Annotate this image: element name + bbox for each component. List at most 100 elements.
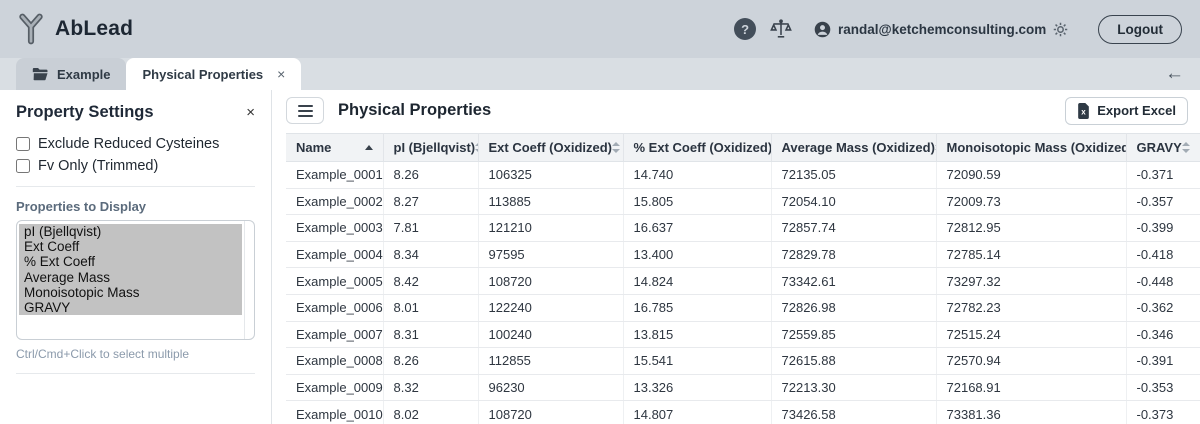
cell-ext-coeff: 108720 xyxy=(478,400,624,424)
tab-physical-properties[interactable]: Physical Properties × xyxy=(126,58,302,90)
cell-ext-coeff: 96230 xyxy=(478,374,624,402)
table-row[interactable]: Example_0004 8.34 97595 13.400 72829.78 … xyxy=(286,241,1200,269)
cell-ext-coeff: 112855 xyxy=(478,347,624,375)
cell-pi: 8.32 xyxy=(383,374,479,402)
cell-average-mass: 73426.58 xyxy=(771,400,937,424)
column-header-gravy[interactable]: GRAVY xyxy=(1126,133,1200,162)
cell-pct-ext-coeff: 15.541 xyxy=(623,347,772,375)
menu-button[interactable] xyxy=(286,97,324,124)
column-header-average-mass[interactable]: Average Mass (Oxidized) xyxy=(771,133,937,162)
panel-title: Property Settings xyxy=(16,103,154,121)
export-excel-button[interactable]: x Export Excel xyxy=(1065,96,1188,125)
cell-pct-ext-coeff: 16.785 xyxy=(623,294,772,322)
table-row[interactable]: Example_0002 8.27 113885 15.805 72054.10… xyxy=(286,188,1200,216)
table-row[interactable]: Example_0003 7.81 121210 16.637 72857.74… xyxy=(286,214,1200,242)
cell-gravy: -0.373 xyxy=(1126,400,1200,424)
property-option[interactable]: pI (Bjellqvist) xyxy=(19,224,242,240)
main-panel: Physical Properties x Export Excel Name xyxy=(272,90,1200,424)
cell-pi: 8.02 xyxy=(383,400,479,424)
tab-label: Example xyxy=(57,66,111,82)
sort-icon xyxy=(612,142,621,153)
property-option[interactable]: GRAVY xyxy=(19,300,242,316)
table-row[interactable]: Example_0001 8.26 106325 14.740 72135.05… xyxy=(286,161,1200,189)
cell-name: Example_0008 xyxy=(286,347,384,375)
table-row[interactable]: Example_0010 8.02 108720 14.807 73426.58… xyxy=(286,400,1200,424)
cell-pi: 8.34 xyxy=(383,241,479,269)
cell-average-mass: 72857.74 xyxy=(771,214,937,242)
cell-ext-coeff: 122240 xyxy=(478,294,624,322)
table-row[interactable]: Example_0005 8.42 108720 14.824 73342.61… xyxy=(286,267,1200,295)
table-header-row: Name pI (Bjellqvist) Ext Coeff (Oxidized… xyxy=(286,133,1200,162)
app-header: AbLead ? randal@ketchemconsulting.com Lo… xyxy=(0,0,1200,58)
property-option[interactable]: % Ext Coeff xyxy=(19,254,242,270)
cell-average-mass: 72559.85 xyxy=(771,321,937,349)
user-icon xyxy=(814,21,831,37)
sort-ascending-icon xyxy=(364,145,373,150)
column-header-pct-ext-coeff[interactable]: % Ext Coeff (Oxidized) xyxy=(623,133,772,162)
logout-button[interactable]: Logout xyxy=(1098,14,1182,44)
table-row[interactable]: Example_0007 8.31 100240 13.815 72559.85… xyxy=(286,321,1200,349)
cell-average-mass: 72135.05 xyxy=(771,161,937,189)
sort-icon xyxy=(1182,142,1190,153)
exclude-reduced-cysteines-checkbox[interactable] xyxy=(16,137,30,151)
antibody-icon xyxy=(19,13,43,45)
tab-example[interactable]: Example xyxy=(16,58,127,90)
column-header-pi[interactable]: pI (Bjellqvist) xyxy=(383,133,479,162)
back-arrow-icon[interactable]: ← xyxy=(1165,63,1184,84)
divider xyxy=(16,186,255,187)
help-icon[interactable]: ? xyxy=(734,18,757,40)
table-body: Example_0001 8.26 106325 14.740 72135.05… xyxy=(286,161,1200,424)
property-option[interactable]: Ext Coeff xyxy=(19,239,242,255)
multiselect-hint: Ctrl/Cmd+Click to select multiple xyxy=(16,347,190,361)
balance-scale-icon[interactable] xyxy=(770,18,792,40)
checkbox-fv-only-trimmed[interactable]: Fv Only (Trimmed) xyxy=(16,158,255,174)
sort-icon xyxy=(934,142,935,153)
cell-pi: 8.01 xyxy=(383,294,479,322)
checkbox-label: Fv Only (Trimmed) xyxy=(38,158,159,174)
column-header-ext-coeff[interactable]: Ext Coeff (Oxidized) xyxy=(478,133,624,162)
cell-monoisotopic-mass: 72570.94 xyxy=(936,347,1127,375)
user-email: randal@ketchemconsulting.com xyxy=(838,21,1047,37)
cell-ext-coeff: 121210 xyxy=(478,214,624,242)
cell-gravy: -0.353 xyxy=(1126,374,1200,402)
cell-pi: 7.81 xyxy=(383,214,479,242)
svg-text:x: x xyxy=(1082,107,1087,116)
table-row[interactable]: Example_0008 8.26 112855 15.541 72615.88… xyxy=(286,347,1200,375)
cell-pi: 8.27 xyxy=(383,188,479,216)
column-header-name[interactable]: Name xyxy=(286,133,384,162)
cell-name: Example_0006 xyxy=(286,294,384,322)
column-header-monoisotopic-mass[interactable]: Monoisotopic Mass (Oxidized) xyxy=(936,133,1127,162)
property-option[interactable]: Average Mass xyxy=(19,269,242,285)
cell-gravy: -0.418 xyxy=(1126,241,1200,269)
tab-close-icon[interactable]: × xyxy=(277,66,286,82)
cell-ext-coeff: 108720 xyxy=(478,267,624,295)
tab-label: Physical Properties xyxy=(142,66,264,82)
cell-monoisotopic-mass: 73381.36 xyxy=(936,400,1127,424)
cell-pi: 8.26 xyxy=(383,161,479,189)
checkbox-exclude-reduced-cysteines[interactable]: Exclude Reduced Cysteines xyxy=(16,136,255,152)
cell-name: Example_0009 xyxy=(286,374,384,402)
cell-average-mass: 72213.30 xyxy=(771,374,937,402)
table-row[interactable]: Example_0006 8.01 122240 16.785 72826.98… xyxy=(286,294,1200,322)
cell-name: Example_0001 xyxy=(286,161,384,189)
folder-icon xyxy=(32,68,48,81)
sort-icon xyxy=(475,142,477,153)
properties-listbox[interactable]: pI (Bjellqvist) Ext Coeff % Ext Coeff Av… xyxy=(16,220,255,340)
property-option[interactable]: Monoisotopic Mass xyxy=(19,284,242,301)
cell-average-mass: 73342.61 xyxy=(771,267,937,295)
cell-average-mass: 72615.88 xyxy=(771,347,937,375)
cell-monoisotopic-mass: 72785.14 xyxy=(936,241,1127,269)
cell-gravy: -0.357 xyxy=(1126,188,1200,216)
table-row[interactable]: Example_0009 8.32 96230 13.326 72213.30 … xyxy=(286,374,1200,402)
cell-monoisotopic-mass: 72090.59 xyxy=(936,161,1127,189)
cell-pct-ext-coeff: 14.807 xyxy=(623,400,772,424)
fv-only-trimmed-checkbox[interactable] xyxy=(16,159,30,173)
cell-name: Example_0007 xyxy=(286,321,384,349)
cell-pct-ext-coeff: 14.740 xyxy=(623,161,772,189)
gear-icon[interactable] xyxy=(1053,22,1068,37)
cell-ext-coeff: 113885 xyxy=(478,188,624,216)
export-excel-label: Export Excel xyxy=(1097,103,1176,118)
panel-close-icon[interactable]: × xyxy=(246,104,255,121)
cell-name: Example_0010 xyxy=(286,400,384,424)
cell-monoisotopic-mass: 72009.73 xyxy=(936,188,1127,216)
